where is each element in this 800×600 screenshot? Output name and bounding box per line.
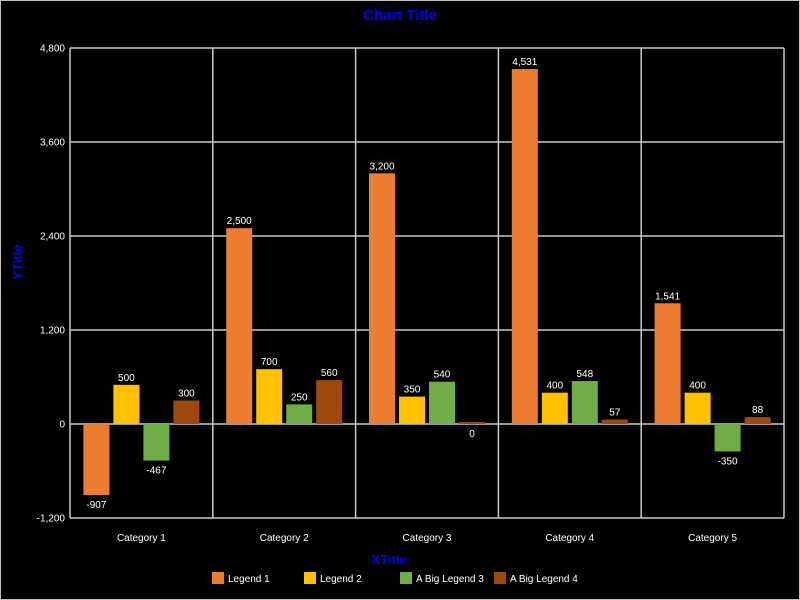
legend-label: A Big Legend 4 bbox=[510, 574, 578, 585]
bar bbox=[541, 392, 568, 424]
bar bbox=[511, 69, 538, 425]
x-tick-label: Category 5 bbox=[688, 533, 737, 544]
legend-swatch bbox=[212, 572, 224, 584]
y-tick-label: 2,400 bbox=[40, 232, 65, 243]
data-label: -907 bbox=[86, 500, 106, 511]
legend-label: A Big Legend 3 bbox=[416, 574, 484, 585]
data-label: -467 bbox=[146, 466, 166, 477]
data-label: 57 bbox=[609, 408, 621, 419]
data-label: 500 bbox=[118, 373, 135, 384]
bar bbox=[113, 384, 140, 424]
y-tick-label: 4,800 bbox=[40, 44, 65, 55]
data-label: 400 bbox=[546, 381, 563, 392]
data-label: 250 bbox=[291, 392, 308, 403]
x-tick-label: Category 2 bbox=[260, 533, 309, 544]
bar bbox=[173, 400, 200, 424]
y-tick-label: 3,600 bbox=[40, 138, 65, 149]
data-label: 2,500 bbox=[227, 216, 252, 227]
legend-label: Legend 1 bbox=[228, 574, 270, 585]
legend-swatch bbox=[494, 572, 506, 584]
bar bbox=[714, 424, 741, 452]
bar bbox=[256, 369, 283, 424]
data-label: 1,541 bbox=[655, 291, 680, 302]
bar bbox=[286, 404, 313, 424]
bar bbox=[459, 422, 485, 424]
bar bbox=[744, 417, 771, 424]
data-label: 548 bbox=[576, 369, 593, 380]
bar bbox=[654, 303, 681, 424]
data-label: 400 bbox=[689, 381, 706, 392]
bar bbox=[684, 392, 711, 424]
bar bbox=[399, 396, 425, 424]
data-label: 3,200 bbox=[369, 161, 394, 172]
data-label: 560 bbox=[321, 368, 338, 379]
x-axis-title: XTitle bbox=[371, 552, 406, 567]
data-label: 350 bbox=[404, 385, 421, 396]
axis-ticks: -1,200 0 1,200 2,400 3,600 4,800 Category 1 Cat… bbox=[37, 44, 738, 545]
bar bbox=[143, 424, 170, 461]
bar bbox=[369, 173, 395, 424]
data-label: 540 bbox=[434, 370, 451, 381]
data-labels: -907 2,500 3,200 4,531 1,541 500 700 350 400 400 -… bbox=[86, 57, 763, 511]
legend-swatch bbox=[400, 572, 412, 584]
data-label: 300 bbox=[178, 389, 195, 400]
x-tick-label: Category 3 bbox=[403, 533, 452, 544]
data-label: 4,531 bbox=[512, 57, 537, 68]
bar bbox=[571, 381, 598, 424]
x-tick-label: Category 4 bbox=[545, 533, 594, 544]
grid bbox=[69, 47, 785, 519]
legend-swatch bbox=[304, 572, 316, 584]
bars bbox=[83, 69, 771, 496]
data-label: 88 bbox=[752, 405, 764, 416]
y-axis-title: YTitle bbox=[10, 244, 25, 279]
y-tick-label: -1,200 bbox=[37, 514, 66, 525]
bar bbox=[601, 419, 628, 424]
bar bbox=[83, 424, 110, 496]
bar bbox=[316, 380, 343, 424]
data-label: -350 bbox=[718, 456, 738, 467]
legend-label: Legend 2 bbox=[320, 574, 362, 585]
x-tick-label: Category 1 bbox=[117, 533, 166, 544]
data-label: 0 bbox=[469, 429, 475, 440]
data-label: 700 bbox=[261, 357, 278, 368]
y-tick-label: 1,200 bbox=[40, 326, 65, 337]
bar bbox=[226, 228, 253, 424]
chart-title: Chart Title bbox=[363, 7, 437, 24]
legend: Legend 1 Legend 2 A Big Legend 3 A Big Lege… bbox=[212, 572, 578, 585]
bar bbox=[429, 381, 455, 424]
y-tick-label: 0 bbox=[59, 420, 65, 431]
